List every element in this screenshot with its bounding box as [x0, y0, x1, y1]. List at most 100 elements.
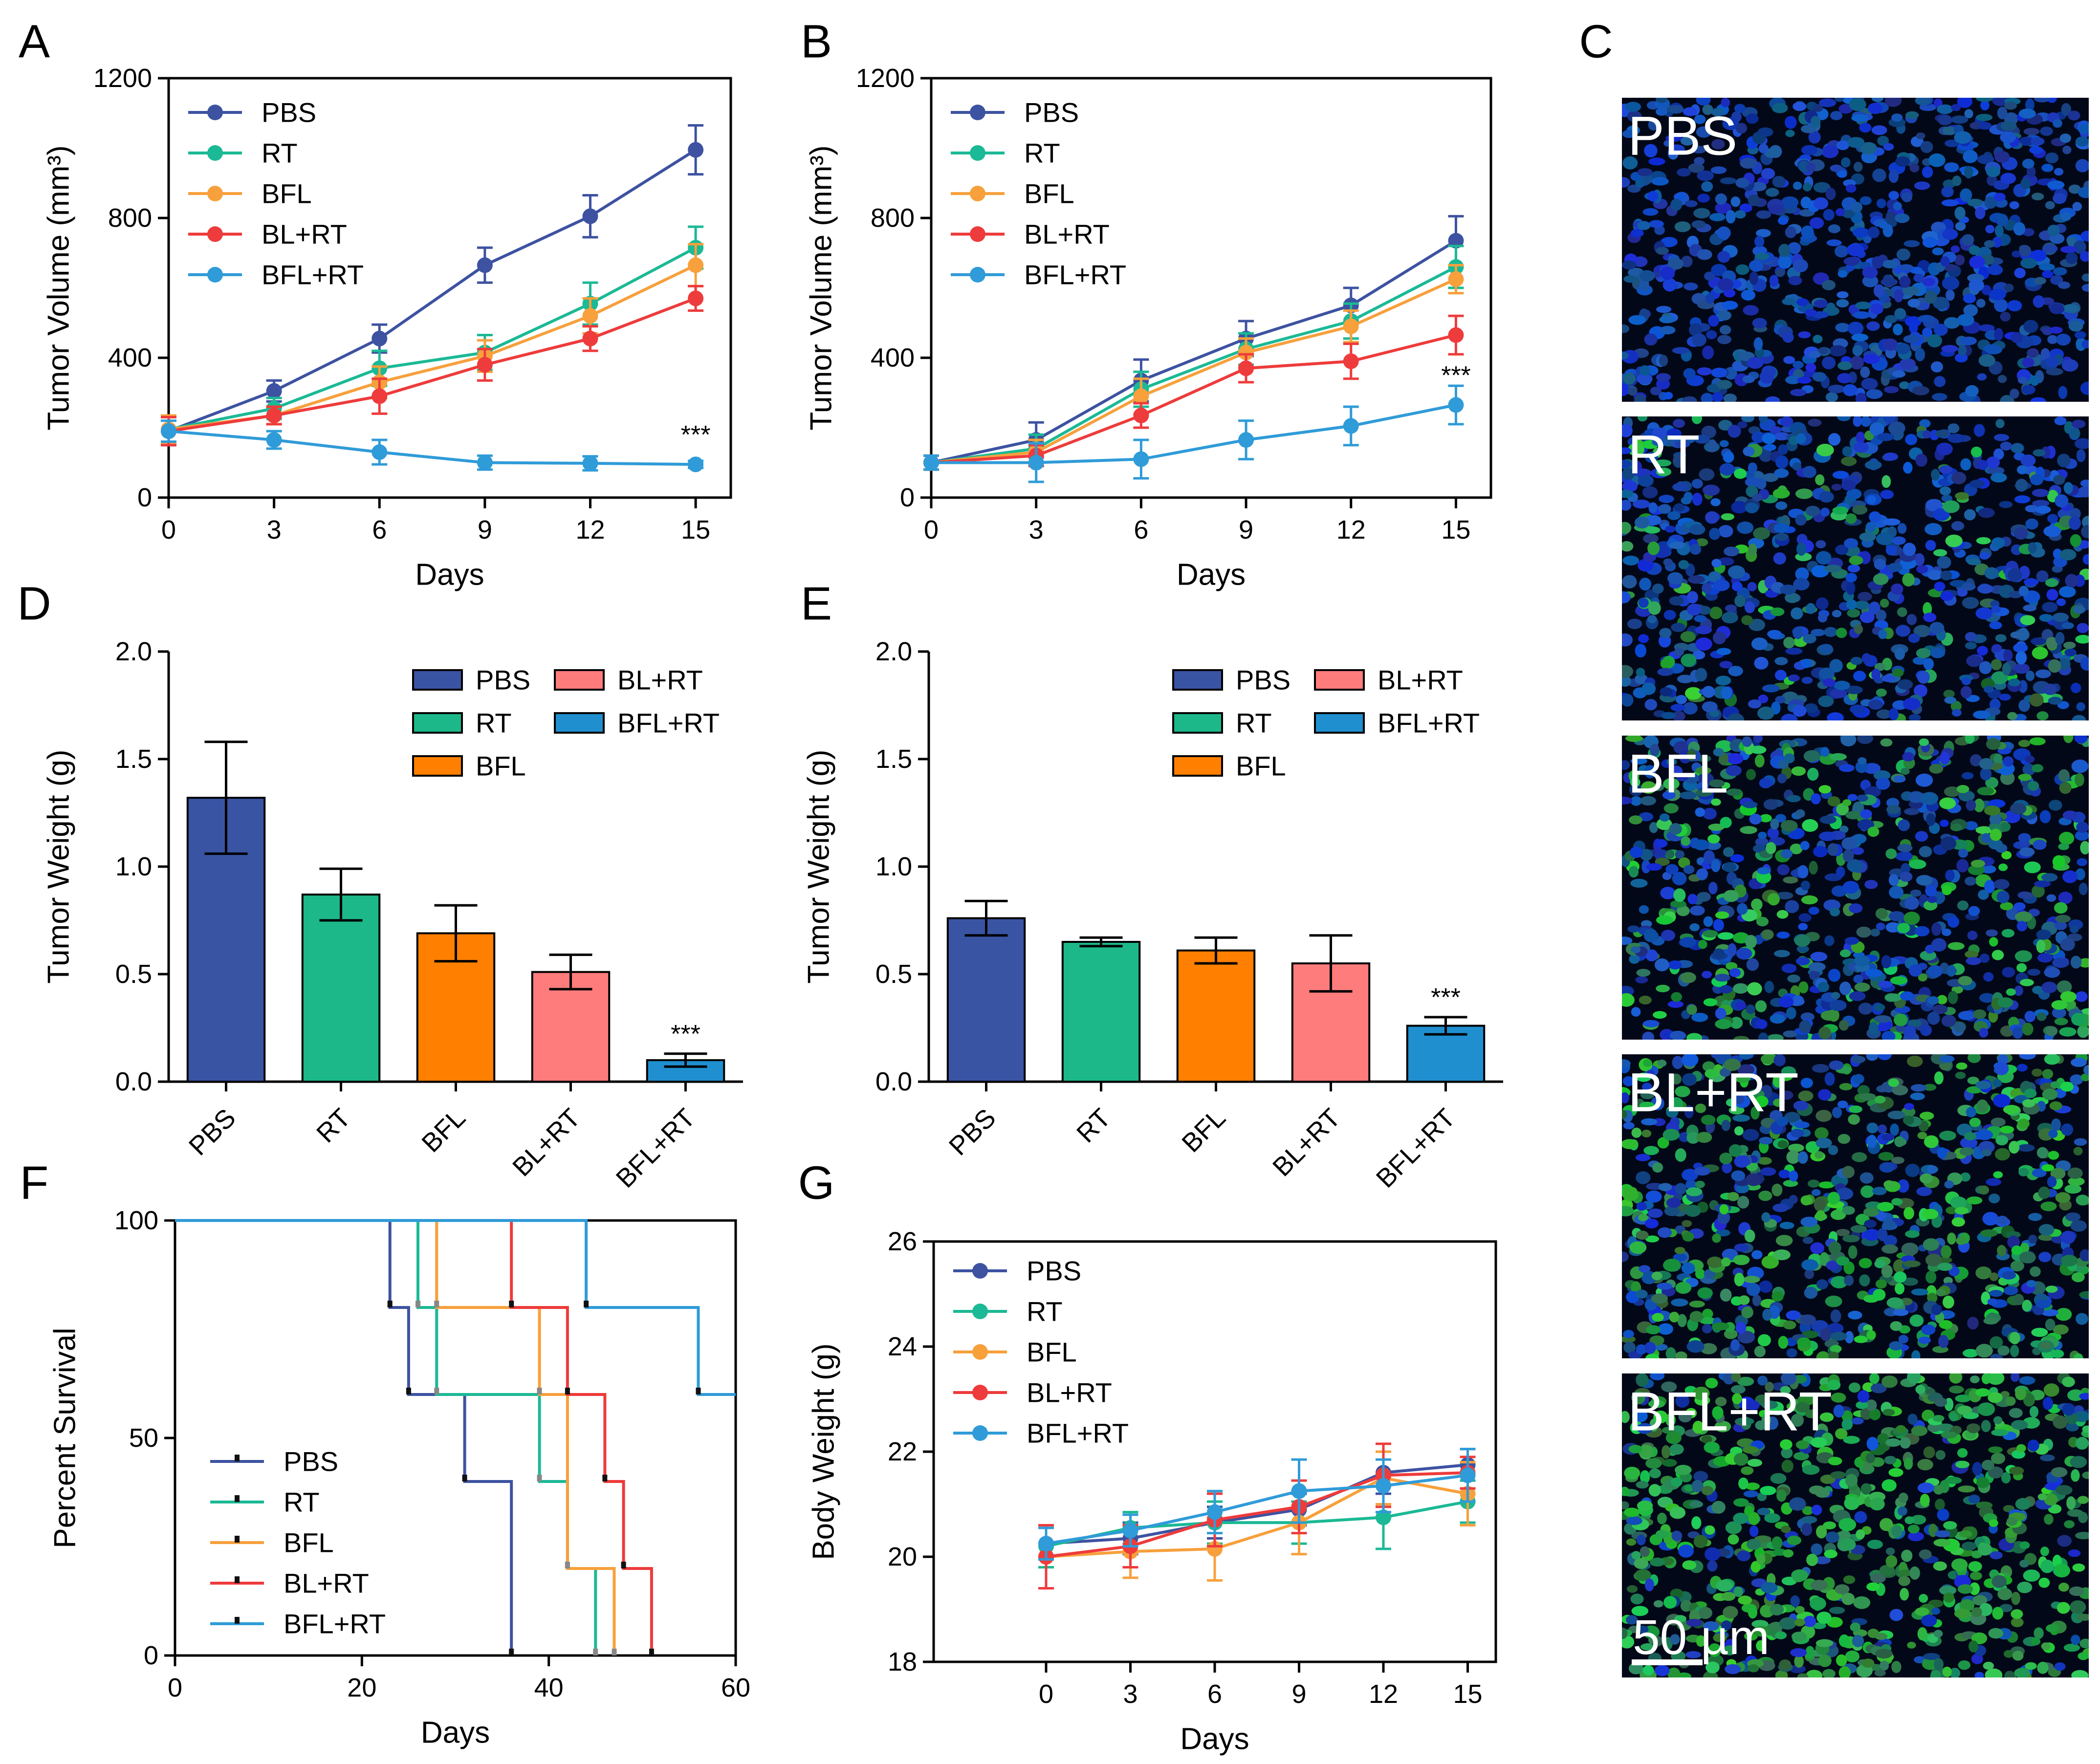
legend-label: BFL+RT: [1378, 708, 1480, 739]
significance-label: ***: [1441, 362, 1471, 390]
legend-item-rt: RT: [953, 1296, 1063, 1327]
legend-item-rt: RT: [951, 138, 1060, 169]
x-tick-label: BL+RT: [507, 1103, 586, 1182]
legend-item-bl-rt: BL+RT: [210, 1568, 369, 1599]
legend-label: RT: [262, 138, 298, 169]
data-point: [1238, 345, 1254, 361]
data-point: [1028, 455, 1044, 471]
legend-item-pbs: PBS: [412, 665, 530, 696]
censor-mark: [537, 1475, 542, 1481]
y-tick-label: 0: [137, 483, 152, 512]
bar-bl-rt: [1291, 934, 1371, 1083]
legend-item-bl-rt: BL+RT: [953, 1377, 1112, 1408]
x-tick-label: 3: [1029, 515, 1044, 544]
data-point: [1448, 397, 1464, 413]
x-tick-label: 12: [575, 515, 605, 544]
censor-mark: [593, 1649, 598, 1655]
legend-label: RT: [1027, 1296, 1063, 1327]
y-tick-label: 800: [871, 203, 915, 233]
scale-bar: [1632, 1659, 1703, 1665]
nuclei: [1622, 1054, 2089, 1358]
series-line: [931, 265, 1457, 464]
significance-label: ***: [671, 1020, 700, 1048]
x-axis-label: Days: [415, 558, 484, 592]
series-rt: [161, 225, 704, 445]
legend-marker: [972, 1263, 988, 1279]
censor-mark: [537, 1388, 542, 1394]
y-tick-label: 0.5: [875, 959, 912, 989]
legend-label: PBS: [262, 97, 316, 128]
legend-item-rt: RT: [412, 708, 512, 739]
data-point: [1448, 327, 1464, 343]
censor-mark: [612, 1649, 617, 1655]
data-point: [688, 257, 704, 273]
data-point: [582, 455, 598, 471]
legend-swatch: [554, 712, 605, 734]
legend-label: RT: [1236, 708, 1272, 739]
significance-label: ***: [1431, 983, 1461, 1012]
x-tick-label: PBS: [183, 1103, 241, 1161]
series-pbs: [1038, 1448, 1476, 1561]
x-tick-label: PBS: [943, 1103, 1002, 1161]
panel-letter: F: [20, 1157, 49, 1209]
y-tick-label: 22: [888, 1437, 917, 1466]
legend-mark: [235, 1576, 240, 1583]
censor-mark: [602, 1475, 608, 1481]
series-line: [931, 278, 1457, 464]
y-tick-label: 18: [888, 1647, 917, 1677]
legend-marker: [207, 105, 223, 120]
data-point: [688, 457, 704, 473]
panel-letter: D: [17, 578, 51, 630]
legend-item-rt: RT: [1172, 708, 1272, 739]
x-tick-label: 60: [721, 1673, 750, 1702]
y-tick-label: 0: [144, 1641, 158, 1670]
y-tick-label: 20: [888, 1542, 917, 1571]
data-point: [1291, 1483, 1307, 1499]
legend-item-pbs: PBS: [1172, 665, 1291, 696]
image-label: RT: [1628, 424, 1700, 485]
x-tick-label: BFL: [1176, 1103, 1231, 1158]
bar-bfl: [1176, 936, 1256, 1083]
legend: PBS RT BFL BL+RT BFL+RT: [953, 1256, 1129, 1449]
x-tick-label: 0: [161, 515, 176, 544]
image-label: BL+RT: [1628, 1062, 1799, 1123]
legend-mark: [235, 1455, 240, 1461]
data-point: [1122, 1523, 1138, 1539]
series-line: [931, 333, 1457, 464]
legend-item-bfl: BFL: [210, 1527, 334, 1558]
legend-label: RT: [284, 1487, 320, 1518]
legend-item-bfl: BFL: [188, 178, 312, 209]
legend-label: RT: [1024, 138, 1060, 169]
legend-marker: [207, 226, 223, 242]
data-point: [1343, 418, 1359, 434]
data-point: [477, 257, 493, 273]
legend-label: BL+RT: [1027, 1377, 1112, 1408]
legend-item-pbs: PBS: [953, 1256, 1081, 1286]
series-line: [168, 430, 696, 466]
nuclei: [1622, 1373, 2089, 1677]
legend: PBS RT BFL BL+RT BFL+RT: [210, 1446, 386, 1639]
y-axis-label: Tumor Weight (g): [802, 750, 836, 984]
x-tick-label: 12: [1369, 1679, 1398, 1709]
x-tick-label: 3: [267, 515, 282, 544]
legend-label: BFL: [1027, 1337, 1077, 1368]
y-tick-label: 400: [871, 343, 915, 372]
legend-item-bfl: BFL: [951, 178, 1074, 209]
legend-item-bfl-rt: BFL+RT: [554, 708, 720, 739]
survival-line: [175, 1219, 736, 1396]
x-tick-label: 9: [1239, 515, 1253, 544]
x-tick-label: 0: [1039, 1679, 1053, 1709]
legend-marker: [972, 1385, 988, 1400]
legend-label: BFL: [476, 751, 526, 782]
legend-label: PBS: [1027, 1256, 1081, 1286]
bar-rt: [1061, 936, 1141, 1083]
x-tick-label: RT: [311, 1103, 356, 1149]
image-label: BFL+RT: [1628, 1381, 1832, 1442]
series-line: [1046, 1471, 1468, 1558]
survival-line: [175, 1219, 597, 1655]
data-point: [1038, 1536, 1054, 1552]
data-point: [923, 455, 939, 471]
y-axis-label: Percent Survival: [48, 1328, 82, 1548]
legend-item-bl-rt: BL+RT: [554, 665, 703, 696]
